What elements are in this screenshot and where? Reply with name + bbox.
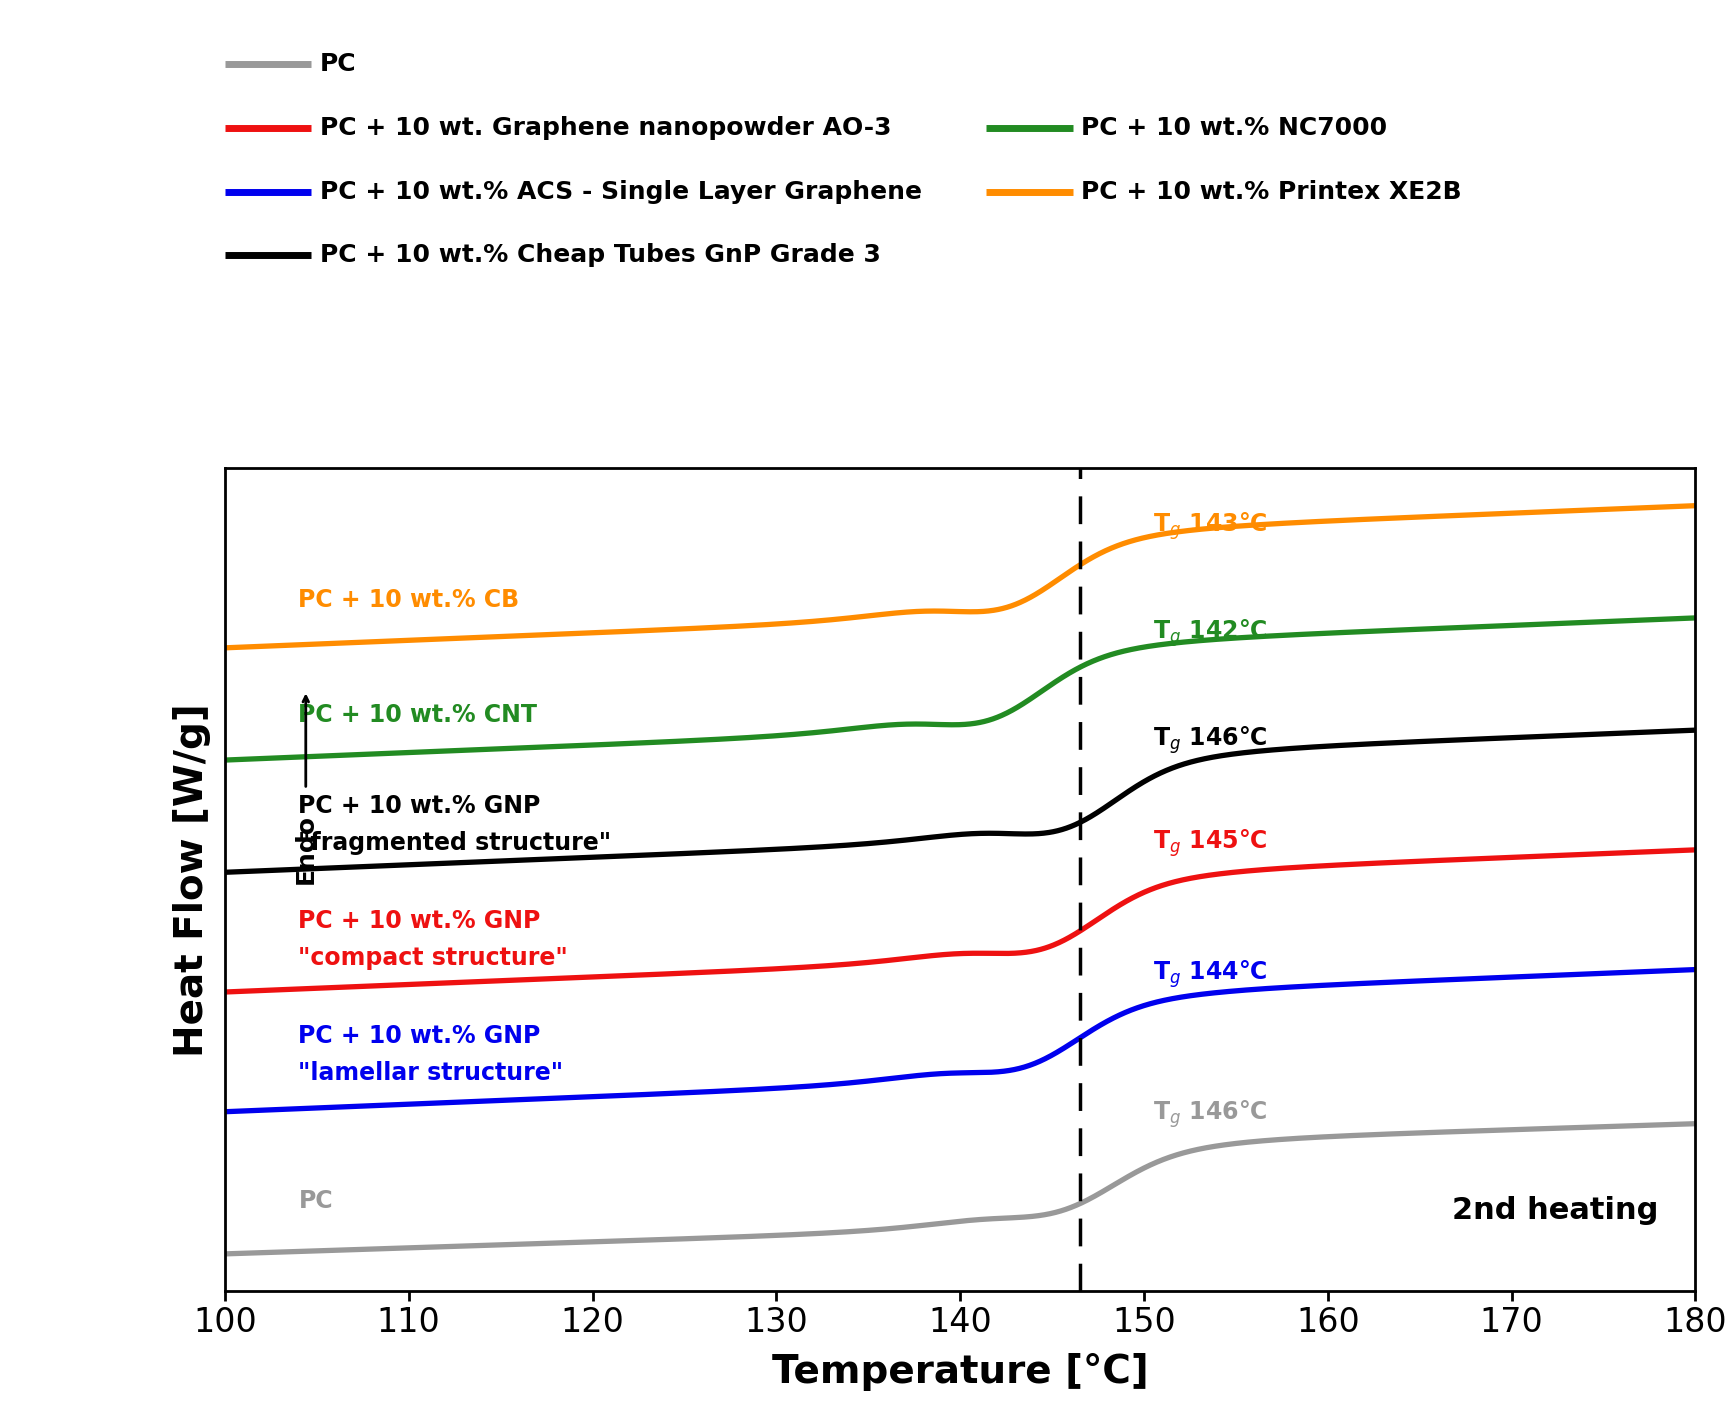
Text: PC + 10 wt.% GNP: PC + 10 wt.% GNP (299, 910, 541, 932)
Text: PC + 10 wt.% CNT: PC + 10 wt.% CNT (299, 704, 538, 727)
Text: "compact structure": "compact structure" (299, 946, 567, 971)
Text: PC: PC (320, 53, 356, 75)
X-axis label: Temperature [°C]: Temperature [°C] (772, 1352, 1149, 1391)
Text: T$_g$ 142°C: T$_g$ 142°C (1154, 617, 1268, 648)
Text: Endo: Endo (294, 815, 318, 884)
Text: PC + 10 wt.% GNP: PC + 10 wt.% GNP (299, 793, 541, 817)
Text: PC: PC (299, 1189, 334, 1213)
Text: PC + 10 wt.% GNP: PC + 10 wt.% GNP (299, 1025, 541, 1049)
Y-axis label: Heat Flow [W/g]: Heat Flow [W/g] (173, 702, 211, 1057)
Text: T$_g$ 146°C: T$_g$ 146°C (1154, 1098, 1268, 1130)
Text: T$_g$ 146°C: T$_g$ 146°C (1154, 724, 1268, 756)
Text: PC + 10 wt.% ACS - Single Layer Graphene: PC + 10 wt.% ACS - Single Layer Graphene (320, 180, 922, 203)
Text: PC + 10 wt.% Cheap Tubes GnP Grade 3: PC + 10 wt.% Cheap Tubes GnP Grade 3 (320, 244, 881, 267)
Text: PC + 10 wt.% NC7000: PC + 10 wt.% NC7000 (1081, 116, 1387, 139)
Text: PC + 10 wt. Graphene nanopowder AO-3: PC + 10 wt. Graphene nanopowder AO-3 (320, 116, 891, 139)
Text: T$_g$ 144°C: T$_g$ 144°C (1154, 959, 1268, 990)
Text: PC + 10 wt.% CB: PC + 10 wt.% CB (299, 587, 519, 612)
Text: "fragmented structure": "fragmented structure" (299, 830, 611, 854)
Text: PC + 10 wt.% Printex XE2B: PC + 10 wt.% Printex XE2B (1081, 180, 1462, 203)
Text: 2nd heating: 2nd heating (1451, 1196, 1659, 1226)
Text: T$_g$ 145°C: T$_g$ 145°C (1154, 827, 1268, 858)
Text: "lamellar structure": "lamellar structure" (299, 1061, 564, 1086)
Text: T$_g$ 143°C: T$_g$ 143°C (1154, 509, 1268, 542)
